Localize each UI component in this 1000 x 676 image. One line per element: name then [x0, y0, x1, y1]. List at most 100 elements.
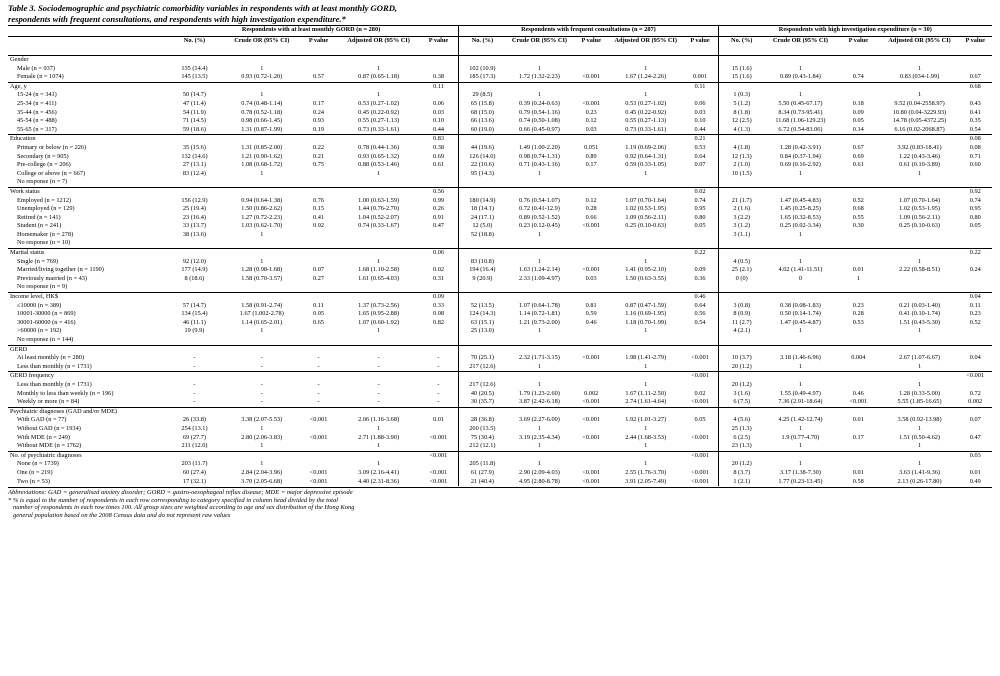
table-cell: 0.47 — [432, 222, 444, 230]
table-cell: 211 (12.0) — [181, 442, 208, 450]
row-label: Less than monthly (n = 1731) — [17, 380, 92, 388]
table-cell: 3 (1.1) — [717, 230, 765, 240]
table-cell — [573, 65, 609, 74]
group-pvalue-cell — [717, 292, 765, 302]
group-pvalue-cell — [880, 248, 959, 258]
title-line: Table 3. Sociodemographic and psychiatri… — [8, 3, 398, 13]
table-row: Male (n = 937) 135 (14.4) 1 1 102 (10.9) 1 1 15… — [8, 64, 992, 74]
table-cell: 8 (1.8) — [717, 108, 765, 118]
group-pvalue-cell — [505, 344, 574, 355]
group-pvalue-cell: 0.09 — [418, 292, 459, 302]
table-cell — [339, 231, 419, 240]
table-cell: 1 — [377, 91, 381, 99]
table-cell: 1.28 (0.98-1.68) — [241, 266, 283, 274]
table-cell: 0.19 — [313, 125, 325, 133]
table-cell: 1 — [377, 257, 381, 265]
table-cell: 1.27 (0.72-2.23) — [241, 213, 283, 221]
group-pvalue-cell — [958, 344, 992, 355]
table-cell: 4.95 (2.80-8.78) — [518, 477, 560, 485]
table-cell: 1.50 (0.63-3.55) — [625, 274, 667, 282]
table-row: ≤10000 (n = 389) 57 (14.7) 1.58 (0.91-2.74… — [8, 301, 992, 311]
table-cell: 0.28 — [852, 310, 864, 318]
table-cell: 0.09 — [852, 108, 864, 116]
table-row: With GAD (n = 77) 26 (33.8) 3.38 (2.07-5.5… — [8, 416, 992, 425]
group-pvalue-cell — [836, 134, 881, 144]
table-cell — [836, 170, 881, 179]
table-cell: 8 (0.9) — [717, 310, 765, 319]
table-cell: 0.05 — [852, 117, 864, 125]
table-cell: 0.12 — [585, 196, 597, 204]
table-cell: 1 — [798, 257, 803, 265]
table-cell: - — [193, 354, 196, 362]
table-cell: 0.41 — [313, 213, 325, 221]
table-cell: 0.56 — [694, 310, 706, 318]
group-pvalue-cell — [682, 54, 719, 65]
table-cell: 0.76 (0.54-1.07) — [518, 196, 560, 204]
group-pvalue-cell — [573, 406, 609, 417]
table-cell: 1 — [260, 442, 264, 450]
table-cell — [609, 239, 682, 248]
row-label: College or above (n = 667) — [17, 169, 86, 177]
table-cell: 0.89 — [585, 152, 597, 160]
table-cell: 28 (36.8) — [458, 416, 506, 425]
table-cell — [682, 336, 718, 345]
group-row: Psychiatric diagnoses (GAD and/or MDE) — [8, 406, 992, 417]
group-pvalue-cell — [505, 292, 574, 302]
row-label: Weekly or more (n = 84) — [17, 398, 80, 406]
row-label: 55-65 (n = 317) — [17, 125, 57, 133]
table-cell: 1.47 (0.45-4.87) — [779, 318, 821, 326]
table-cell: 203 (11.7) — [181, 460, 208, 468]
table-row: Retired (n = 141) 23 (16.4) 1.27 (0.72-2.2… — [8, 213, 992, 223]
group-pvalue-cell — [717, 134, 765, 144]
table-cell: 0.03 — [432, 108, 444, 116]
group-pvalue-cell — [609, 450, 683, 461]
table-cell: 0.53 — [852, 318, 864, 326]
group-label: Psychiatric diagnoses (GAD and/or MDE) — [8, 406, 164, 417]
group-pvalue-cell — [163, 54, 226, 65]
row-label: No response (n = 7) — [17, 178, 68, 186]
table-cell: 1.41 (0.95-2.10) — [625, 266, 667, 274]
table-cell: 2.06 (1.16-3.68) — [358, 416, 400, 424]
table-cell — [836, 442, 881, 451]
table-cell: 1.09 (0.56-2.11) — [899, 213, 940, 221]
table-cell — [299, 327, 339, 336]
table-cell — [419, 283, 459, 292]
table-cell: 19 (9.9) — [184, 327, 205, 335]
table-cell: 0.15 — [313, 205, 325, 213]
group-pvalue-cell — [573, 81, 609, 92]
table-cell — [458, 283, 506, 293]
table-row: Female (n = 1074) 145 (13.5) 0.93 (0.72-1.… — [8, 73, 992, 83]
table-cell — [682, 178, 718, 187]
group-label: Education — [8, 134, 164, 144]
group-pvalue-cell: 0.04 — [958, 292, 992, 302]
table-cell: 6 (2.5) — [717, 433, 765, 443]
table-cell: 0.53 (0.27-1.02) — [358, 99, 400, 107]
group-pvalue-cell: 0.46 — [682, 292, 719, 302]
table-cell: 21 (40.4) — [458, 477, 506, 487]
row-label: 10001-30000 (n = 869) — [17, 310, 76, 318]
row-label: No response (n = 9) — [17, 283, 68, 291]
group-pvalue-cell — [505, 134, 574, 144]
table-cell: 0.43 — [969, 99, 981, 107]
table-cell: 66 (13.6) — [458, 117, 506, 126]
table-title: Table 3. Sociodemographic and psychiatri… — [8, 0, 992, 25]
group-pvalue-cell — [418, 344, 459, 355]
table-cell: 0.55 — [852, 213, 864, 221]
table-cell: 1.37 (0.73-2.56) — [358, 301, 400, 309]
table-cell: 1.51 (0.50-4.62) — [899, 433, 940, 441]
table-cell: 1.61 (0.65-4.03) — [358, 274, 400, 282]
table-cell: 92 (12.0) — [182, 257, 206, 265]
table-cell: 0.95 — [969, 205, 981, 213]
table-cell: 1.44 (0.76-2.70) — [358, 205, 400, 213]
table-cell: 0.69 — [852, 152, 864, 160]
table-cell — [419, 65, 459, 74]
table-cell — [164, 283, 225, 292]
table-row: 35-44 (n = 456) 54 (11.9) 0.78 (0.52-1.18)… — [8, 108, 992, 118]
table-cell: 1.67 (1.002-2.78) — [239, 310, 284, 318]
group-pvalue-cell — [505, 248, 574, 258]
table-cell: 4.02 (1.41-11.51) — [778, 266, 823, 274]
table-cell: 0.94 (0.64-1.38) — [241, 196, 283, 204]
table-cell: 1.21 (0.90-1.62) — [241, 152, 283, 160]
row-label: Retired (n = 141) — [17, 213, 61, 221]
group-label: Work status — [8, 186, 164, 197]
